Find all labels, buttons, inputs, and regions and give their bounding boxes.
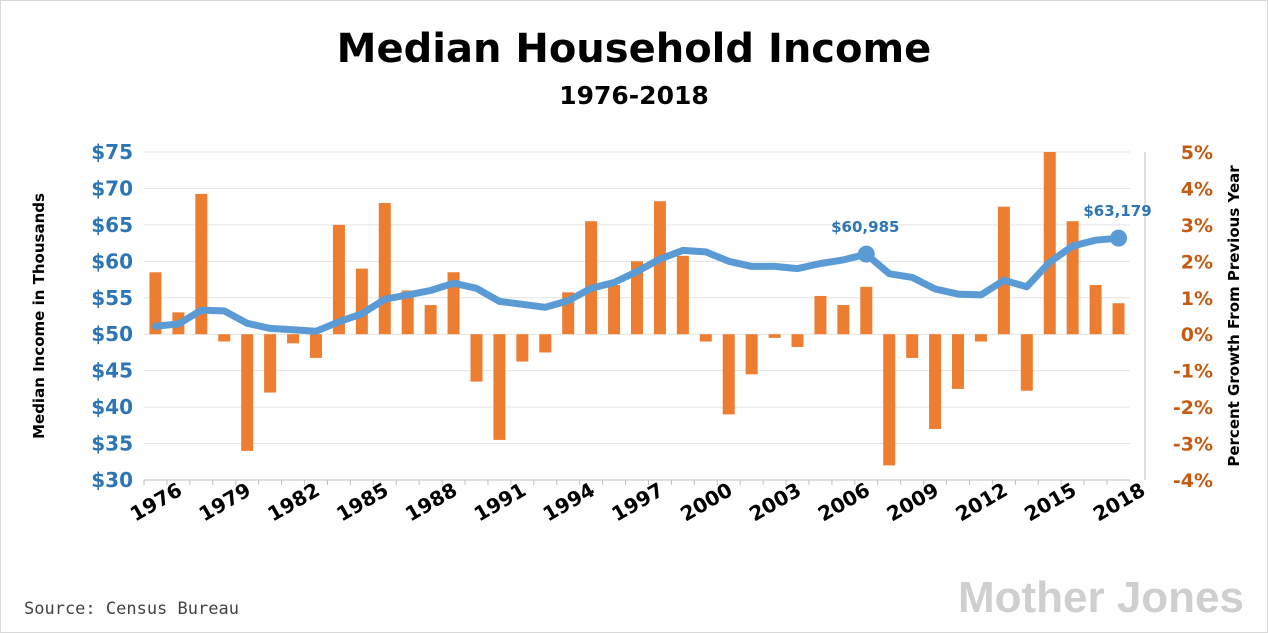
growth-bar xyxy=(1066,221,1079,335)
x-tick-label: 1997 xyxy=(607,478,667,527)
growth-bar xyxy=(1089,285,1102,335)
callouts: $60,985 $63,179 xyxy=(831,202,1152,263)
x-tick-label: 1985 xyxy=(332,478,392,527)
growth-bar xyxy=(929,334,942,429)
growth-bar xyxy=(585,221,598,335)
growth-bar xyxy=(401,290,414,335)
mother-jones-logo: Mother Jones xyxy=(958,573,1244,622)
growth-bar xyxy=(241,334,254,451)
x-tick-label: 2012 xyxy=(951,478,1011,527)
y-left-tick-label: $50 xyxy=(91,322,133,346)
growth-bar xyxy=(791,334,804,347)
growth-bar xyxy=(997,206,1010,335)
x-tick-label: 2000 xyxy=(676,478,736,527)
y-right-tick-label: -3% xyxy=(1173,434,1213,456)
x-tick-label: 2006 xyxy=(814,478,874,527)
y-left-tick-label: $45 xyxy=(91,359,133,383)
growth-bar xyxy=(1020,334,1033,391)
growth-bar xyxy=(149,272,162,335)
callout-marker xyxy=(1110,229,1128,247)
callout-marker xyxy=(857,245,875,263)
income-line-path xyxy=(152,234,1122,335)
y-right-tick-label: 1% xyxy=(1181,288,1213,310)
growth-bar xyxy=(699,334,712,342)
y-left-tick-label: $30 xyxy=(91,468,133,492)
y-right-tick-label: -4% xyxy=(1173,470,1213,492)
y-left-tick-label: $75 xyxy=(91,140,133,164)
x-tick-label: 2018 xyxy=(1089,478,1149,527)
y-right-tick-label: 5% xyxy=(1181,142,1213,164)
growth-bar xyxy=(516,334,529,362)
y-right-tick-label: 0% xyxy=(1181,324,1213,346)
growth-bar xyxy=(424,305,437,335)
growth-bar xyxy=(722,334,735,415)
income-line xyxy=(152,234,1122,335)
y-left-tick-label: $60 xyxy=(91,249,133,273)
growth-bar xyxy=(355,268,368,335)
growth-bar xyxy=(653,201,666,335)
x-tick-label: 1979 xyxy=(195,478,255,527)
growth-bar xyxy=(631,261,643,335)
y-right-tick-label: -2% xyxy=(1173,397,1213,419)
x-tick-label: 1982 xyxy=(263,478,323,527)
growth-bar xyxy=(608,285,621,335)
growth-bar xyxy=(309,334,322,358)
growth-bar xyxy=(264,334,277,393)
growth-bar xyxy=(952,334,965,389)
y-left-axis-title: Median Income in Thousands xyxy=(30,193,48,439)
x-tick-label: 2009 xyxy=(883,478,943,527)
y-right-axis-title: Percent Growth From Previous Year xyxy=(1225,165,1243,467)
growth-bar xyxy=(470,334,483,382)
growth-bar xyxy=(493,334,506,440)
x-tick-label: 1988 xyxy=(401,478,461,527)
y-left-tick-label: $55 xyxy=(91,286,133,310)
callout-label: $60,985 xyxy=(831,218,899,236)
growth-bar xyxy=(378,203,391,335)
growth-bar xyxy=(814,295,827,335)
y-left-tick-label: $65 xyxy=(91,213,133,237)
growth-bar xyxy=(539,334,552,353)
growth-bar xyxy=(195,193,208,335)
growth-bar xyxy=(768,334,781,338)
growth-bar xyxy=(287,334,300,344)
source-note: Source: Census Bureau xyxy=(24,599,239,619)
y-right-tick-label: 2% xyxy=(1181,251,1213,273)
y-right-tick-label: -1% xyxy=(1173,361,1213,383)
growth-bars xyxy=(149,152,1125,466)
x-tick-label: 2015 xyxy=(1020,478,1080,527)
x-tick-label: 1994 xyxy=(539,478,599,527)
growth-bar xyxy=(906,334,919,358)
growth-bar xyxy=(218,334,231,342)
growth-bar xyxy=(1043,152,1056,335)
x-tick-label: 2003 xyxy=(745,478,805,527)
growth-bar xyxy=(837,305,850,335)
y-left-tick-label: $70 xyxy=(91,176,133,200)
growth-bar xyxy=(974,334,987,342)
x-tick-label: 1976 xyxy=(126,478,186,527)
x-tick-label: 1991 xyxy=(470,478,530,527)
y-right-tick-label: 3% xyxy=(1181,215,1213,237)
growth-bar xyxy=(676,255,689,335)
growth-bar xyxy=(1112,303,1125,335)
growth-bar xyxy=(745,334,758,375)
growth-bar xyxy=(883,334,896,466)
y-right-tick-label: 4% xyxy=(1181,178,1213,200)
growth-bar xyxy=(332,224,345,335)
y-left-tick-label: $40 xyxy=(91,395,133,419)
growth-bar xyxy=(860,286,873,335)
y-left-tick-label: $35 xyxy=(91,432,133,456)
chart-title: Median Household Income xyxy=(337,26,932,72)
callout-label: $63,179 xyxy=(1083,202,1151,220)
chart-subtitle: 1976-2018 xyxy=(559,81,709,110)
